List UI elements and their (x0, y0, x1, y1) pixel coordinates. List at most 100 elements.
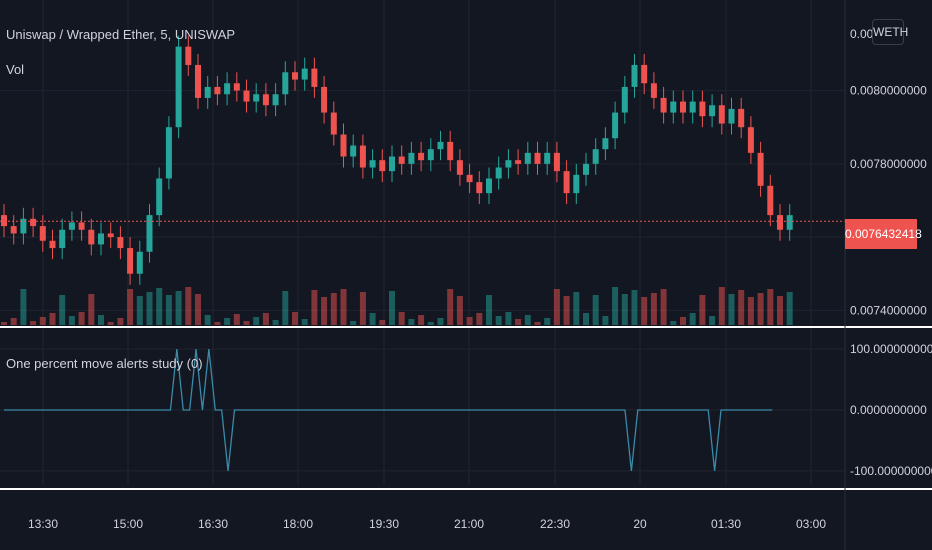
volume-bar (631, 290, 638, 325)
volume-bar (660, 289, 667, 325)
candle-body (476, 182, 483, 194)
candle-body (660, 97, 667, 113)
volume-bar (495, 316, 502, 325)
candle-body (253, 94, 260, 102)
y-tick-label: 0.0080000000 (850, 84, 927, 98)
candle-body (369, 160, 376, 168)
candle-body (68, 222, 75, 230)
candle-body (321, 86, 328, 113)
candle-body (544, 152, 551, 164)
candle-body (534, 152, 541, 164)
x-tick-label: 15:00 (113, 517, 143, 531)
candle-body (466, 174, 473, 183)
volume-bar (680, 317, 686, 325)
study-line (4, 349, 773, 471)
candle-body (136, 251, 143, 274)
volume-bar (718, 287, 725, 325)
candle-body (389, 156, 395, 172)
candle-body (515, 160, 522, 164)
volume-bar (165, 295, 172, 325)
y-tick-label: 0.0078000000 (850, 157, 927, 171)
x-tick-label: 21:00 (454, 517, 484, 531)
candle-body (767, 185, 774, 216)
candle-body (233, 83, 240, 91)
volume-bar (505, 312, 512, 325)
volume-bar (146, 292, 153, 325)
candle-body (272, 94, 279, 106)
volume-bar (592, 295, 599, 325)
candle-body (10, 226, 17, 234)
volume-bar (786, 292, 793, 325)
x-tick-label: 22:30 (540, 517, 570, 531)
candle-body (214, 86, 221, 95)
candle-body (146, 215, 153, 252)
symbol-badge[interactable]: WETH (872, 19, 908, 45)
x-tick-label: 16:30 (198, 517, 228, 531)
candle-body (456, 160, 463, 175)
candle-body (175, 46, 182, 128)
volume-bar (59, 295, 66, 325)
candle-body (350, 145, 357, 157)
candle-body (650, 83, 657, 98)
volume-bar (573, 292, 580, 325)
candle-body (777, 215, 783, 230)
y-tick-label: -100.0000000000 (850, 464, 932, 478)
volume-bar (243, 321, 250, 325)
volume-bar (486, 295, 492, 325)
volume-bar (127, 289, 134, 325)
candle-body (689, 101, 696, 113)
volume-bar (447, 289, 454, 325)
volume-bar (1, 322, 7, 325)
volume-bar (107, 322, 114, 325)
candle-body (20, 218, 27, 234)
volume-bar (253, 317, 260, 325)
candle-body (127, 248, 134, 274)
volume-bar (272, 320, 279, 325)
volume-bar (98, 315, 104, 325)
volume-bar (195, 294, 201, 325)
volume-bar (398, 312, 405, 325)
candle-body (311, 68, 318, 87)
candle-body (709, 105, 716, 117)
volume-bar (418, 315, 425, 325)
candle-body (195, 64, 201, 98)
candle-body (243, 90, 250, 102)
volume-bar (350, 321, 357, 325)
candle-body (728, 108, 735, 124)
volume-bar (214, 322, 221, 325)
x-tick-label: 03:00 (796, 517, 826, 531)
candle-body (747, 127, 754, 153)
volume-bar (515, 319, 522, 325)
candle-body (88, 229, 95, 245)
candle-body (1, 215, 7, 227)
candle-body (573, 174, 580, 194)
candle-body (156, 178, 163, 216)
volume-bar (437, 318, 444, 325)
volume-bar (544, 318, 551, 325)
volume-bar (30, 321, 37, 325)
candle-body (427, 149, 434, 161)
volume-bar (262, 313, 269, 325)
symbol-title: Uniswap / Wrapped Ether, 5, UNISWAP (6, 27, 236, 42)
candle-body (49, 240, 56, 249)
volume-bar (602, 316, 609, 325)
volume-bar (689, 313, 696, 325)
candle-body (621, 86, 628, 113)
volume-bar (738, 290, 745, 325)
volume-bar (777, 296, 783, 325)
candle-body (418, 152, 425, 161)
candle-body (612, 112, 619, 139)
candle-body (107, 233, 114, 238)
volume-bar (408, 319, 415, 325)
x-tick-label: 13:30 (28, 517, 58, 531)
candle-body (757, 152, 764, 186)
y-tick-label: 0.0000000000 (850, 403, 927, 417)
candle-body (486, 178, 492, 194)
y-tick-label: 100.0000000000 (850, 342, 932, 356)
volume-bar (292, 312, 298, 325)
volume-bar (728, 294, 735, 325)
volume-label: Vol (6, 62, 25, 77)
volume-bar (709, 316, 716, 325)
candle-body (447, 141, 454, 161)
